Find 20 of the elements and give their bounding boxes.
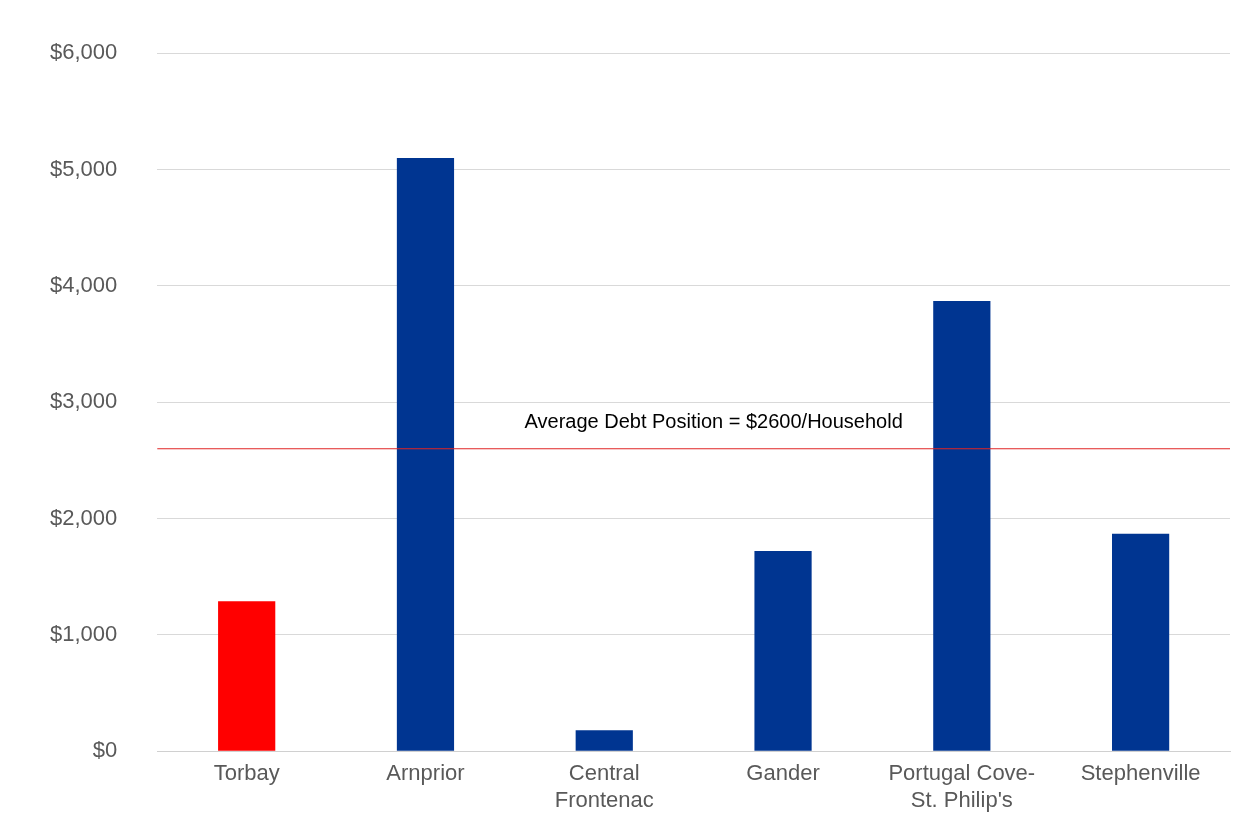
x-tick-label: Gander bbox=[746, 760, 820, 786]
x-tick-label: Central Frontenac bbox=[554, 760, 654, 812]
x-tick-label: Portugal Cove-St. Philip's bbox=[888, 760, 1036, 812]
y-tick-label: $1,000 bbox=[49, 620, 118, 646]
bar bbox=[933, 300, 991, 751]
bar bbox=[754, 551, 812, 751]
bar bbox=[396, 157, 455, 751]
y-tick-label: $4,000 bbox=[49, 271, 118, 297]
bar bbox=[575, 730, 633, 751]
x-tick-label: Torbay bbox=[213, 760, 280, 786]
y-tick-label: $3,000 bbox=[49, 388, 118, 414]
bar bbox=[1112, 533, 1170, 751]
x-tick-label: Stephenville bbox=[1080, 760, 1201, 786]
y-tick-label: $5,000 bbox=[49, 155, 118, 181]
y-tick-label: $0 bbox=[92, 737, 118, 763]
y-tick-label: $2,000 bbox=[49, 504, 118, 530]
ref-line-label: Average Debt Position = $2600/Household bbox=[524, 410, 903, 433]
bar bbox=[218, 601, 276, 751]
x-tick-label: Arnprior bbox=[386, 760, 465, 786]
y-tick-label: $6,000 bbox=[49, 39, 118, 65]
